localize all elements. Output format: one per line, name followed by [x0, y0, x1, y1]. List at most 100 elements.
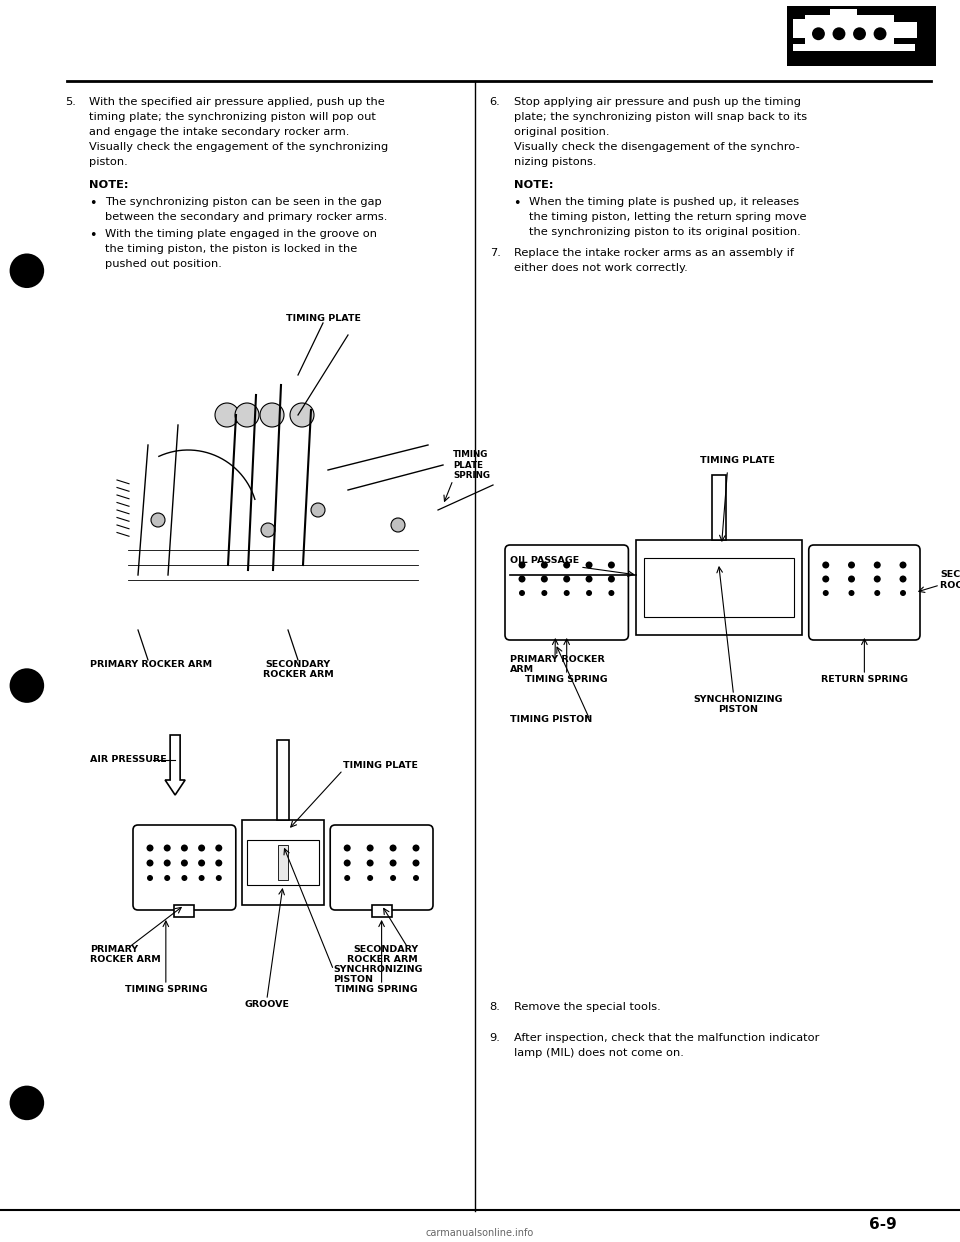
- Text: NOTE:: NOTE:: [514, 180, 553, 190]
- Text: •: •: [89, 229, 97, 242]
- Text: With the timing plate engaged in the groove on: With the timing plate engaged in the gro…: [105, 229, 376, 238]
- FancyBboxPatch shape: [330, 825, 433, 910]
- Text: TIMING SPRING: TIMING SPRING: [525, 674, 608, 684]
- Text: NOTE:: NOTE:: [89, 180, 129, 190]
- Text: When the timing plate is pushed up, it releases: When the timing plate is pushed up, it r…: [529, 197, 799, 207]
- Text: AIR PRESSURE: AIR PRESSURE: [90, 755, 167, 765]
- Circle shape: [900, 561, 906, 569]
- Text: PRIMARY ROCKER ARM: PRIMARY ROCKER ARM: [90, 660, 212, 669]
- Text: SECONDARY
ROCKER ARM: SECONDARY ROCKER ARM: [263, 660, 333, 679]
- Circle shape: [147, 859, 154, 867]
- Text: 8.: 8.: [490, 1002, 500, 1012]
- Text: Replace the intake rocker arms as an assembly if: Replace the intake rocker arms as an ass…: [514, 248, 794, 258]
- Text: either does not work correctly.: either does not work correctly.: [514, 263, 687, 273]
- Text: The synchronizing piston can be seen in the gap: The synchronizing piston can be seen in …: [105, 197, 381, 207]
- Text: TIMING PLATE: TIMING PLATE: [700, 456, 775, 465]
- Bar: [372, 905, 392, 917]
- Circle shape: [540, 575, 548, 582]
- Circle shape: [874, 27, 886, 40]
- Circle shape: [874, 575, 880, 582]
- Circle shape: [609, 590, 614, 596]
- Bar: [88, 365, 448, 635]
- Text: GROOVE: GROOVE: [244, 1000, 289, 1009]
- Text: TIMING PLATE: TIMING PLATE: [285, 314, 361, 323]
- Circle shape: [344, 859, 350, 867]
- Bar: [248, 840, 319, 886]
- Circle shape: [181, 876, 187, 881]
- Text: the timing piston, the piston is locked in the: the timing piston, the piston is locked …: [105, 243, 357, 253]
- Circle shape: [832, 27, 846, 40]
- Text: Stop applying air pressure and push up the timing: Stop applying air pressure and push up t…: [514, 97, 801, 107]
- Circle shape: [540, 561, 548, 569]
- Bar: [277, 740, 289, 820]
- Text: TIMING PLATE: TIMING PLATE: [343, 760, 418, 770]
- Circle shape: [10, 668, 44, 703]
- Circle shape: [518, 575, 525, 582]
- Circle shape: [215, 859, 223, 867]
- Circle shape: [849, 590, 854, 596]
- Circle shape: [519, 590, 525, 596]
- Circle shape: [390, 859, 396, 867]
- Circle shape: [900, 575, 906, 582]
- Circle shape: [345, 876, 350, 881]
- Circle shape: [235, 402, 259, 427]
- Circle shape: [586, 590, 592, 596]
- Text: PRIMARY ROCKER
ARM: PRIMARY ROCKER ARM: [510, 655, 605, 674]
- Text: •: •: [514, 197, 521, 210]
- Text: Visually check the engagement of the synchronizing: Visually check the engagement of the syn…: [89, 142, 389, 152]
- Circle shape: [564, 561, 570, 569]
- Circle shape: [812, 27, 825, 40]
- Bar: [636, 540, 802, 635]
- Circle shape: [344, 845, 350, 852]
- Text: SYNCHRONIZING
PISTON: SYNCHRONIZING PISTON: [694, 696, 783, 714]
- Bar: [242, 820, 324, 905]
- Circle shape: [823, 575, 829, 582]
- Circle shape: [164, 859, 171, 867]
- Circle shape: [823, 590, 828, 596]
- Text: 6.: 6.: [490, 97, 500, 107]
- Text: TIMING
PLATE
SPRING: TIMING PLATE SPRING: [453, 450, 490, 479]
- Text: TIMING SPRING: TIMING SPRING: [125, 985, 207, 994]
- Circle shape: [215, 845, 223, 852]
- Circle shape: [608, 561, 615, 569]
- Text: TIMING PISTON: TIMING PISTON: [510, 715, 592, 724]
- Circle shape: [147, 845, 154, 852]
- Bar: [793, 19, 806, 39]
- Circle shape: [853, 27, 866, 40]
- Circle shape: [541, 590, 547, 596]
- Text: SECONDARY
ROCKER ARM: SECONDARY ROCKER ARM: [348, 945, 418, 964]
- Text: lamp (MIL) does not come on.: lamp (MIL) does not come on.: [514, 1048, 684, 1058]
- Circle shape: [900, 590, 906, 596]
- Text: carmanualsonline.info: carmanualsonline.info: [426, 1228, 534, 1238]
- Circle shape: [518, 561, 525, 569]
- Text: PRIMARY
ROCKER ARM: PRIMARY ROCKER ARM: [90, 945, 160, 964]
- Text: SYNCHRONIZING
PISTON: SYNCHRONIZING PISTON: [334, 965, 423, 985]
- FancyArrow shape: [165, 735, 185, 795]
- Bar: [278, 845, 288, 881]
- Bar: [175, 905, 194, 917]
- Circle shape: [198, 845, 205, 852]
- Circle shape: [608, 575, 615, 582]
- Text: plate; the synchronizing piston will snap back to its: plate; the synchronizing piston will sna…: [514, 112, 806, 122]
- Circle shape: [260, 402, 284, 427]
- Bar: [805, 15, 895, 51]
- Circle shape: [215, 402, 239, 427]
- Circle shape: [180, 845, 188, 852]
- Circle shape: [10, 1086, 44, 1120]
- Circle shape: [874, 561, 880, 569]
- Circle shape: [564, 575, 570, 582]
- Text: Visually check the disengagement of the synchro-: Visually check the disengagement of the …: [514, 142, 800, 152]
- Circle shape: [848, 561, 855, 569]
- Text: 5.: 5.: [65, 97, 76, 107]
- Text: the synchronizing piston to its original position.: the synchronizing piston to its original…: [529, 227, 801, 237]
- Text: •: •: [89, 197, 97, 210]
- Circle shape: [261, 523, 275, 537]
- Circle shape: [391, 518, 405, 532]
- Circle shape: [151, 513, 165, 527]
- Circle shape: [586, 575, 592, 582]
- Text: timing plate; the synchronizing piston will pop out: timing plate; the synchronizing piston w…: [89, 112, 376, 122]
- Circle shape: [367, 876, 373, 881]
- Text: TIMING SPRING: TIMING SPRING: [335, 985, 418, 994]
- Text: between the secondary and primary rocker arms.: between the secondary and primary rocker…: [105, 212, 387, 222]
- Circle shape: [311, 503, 325, 517]
